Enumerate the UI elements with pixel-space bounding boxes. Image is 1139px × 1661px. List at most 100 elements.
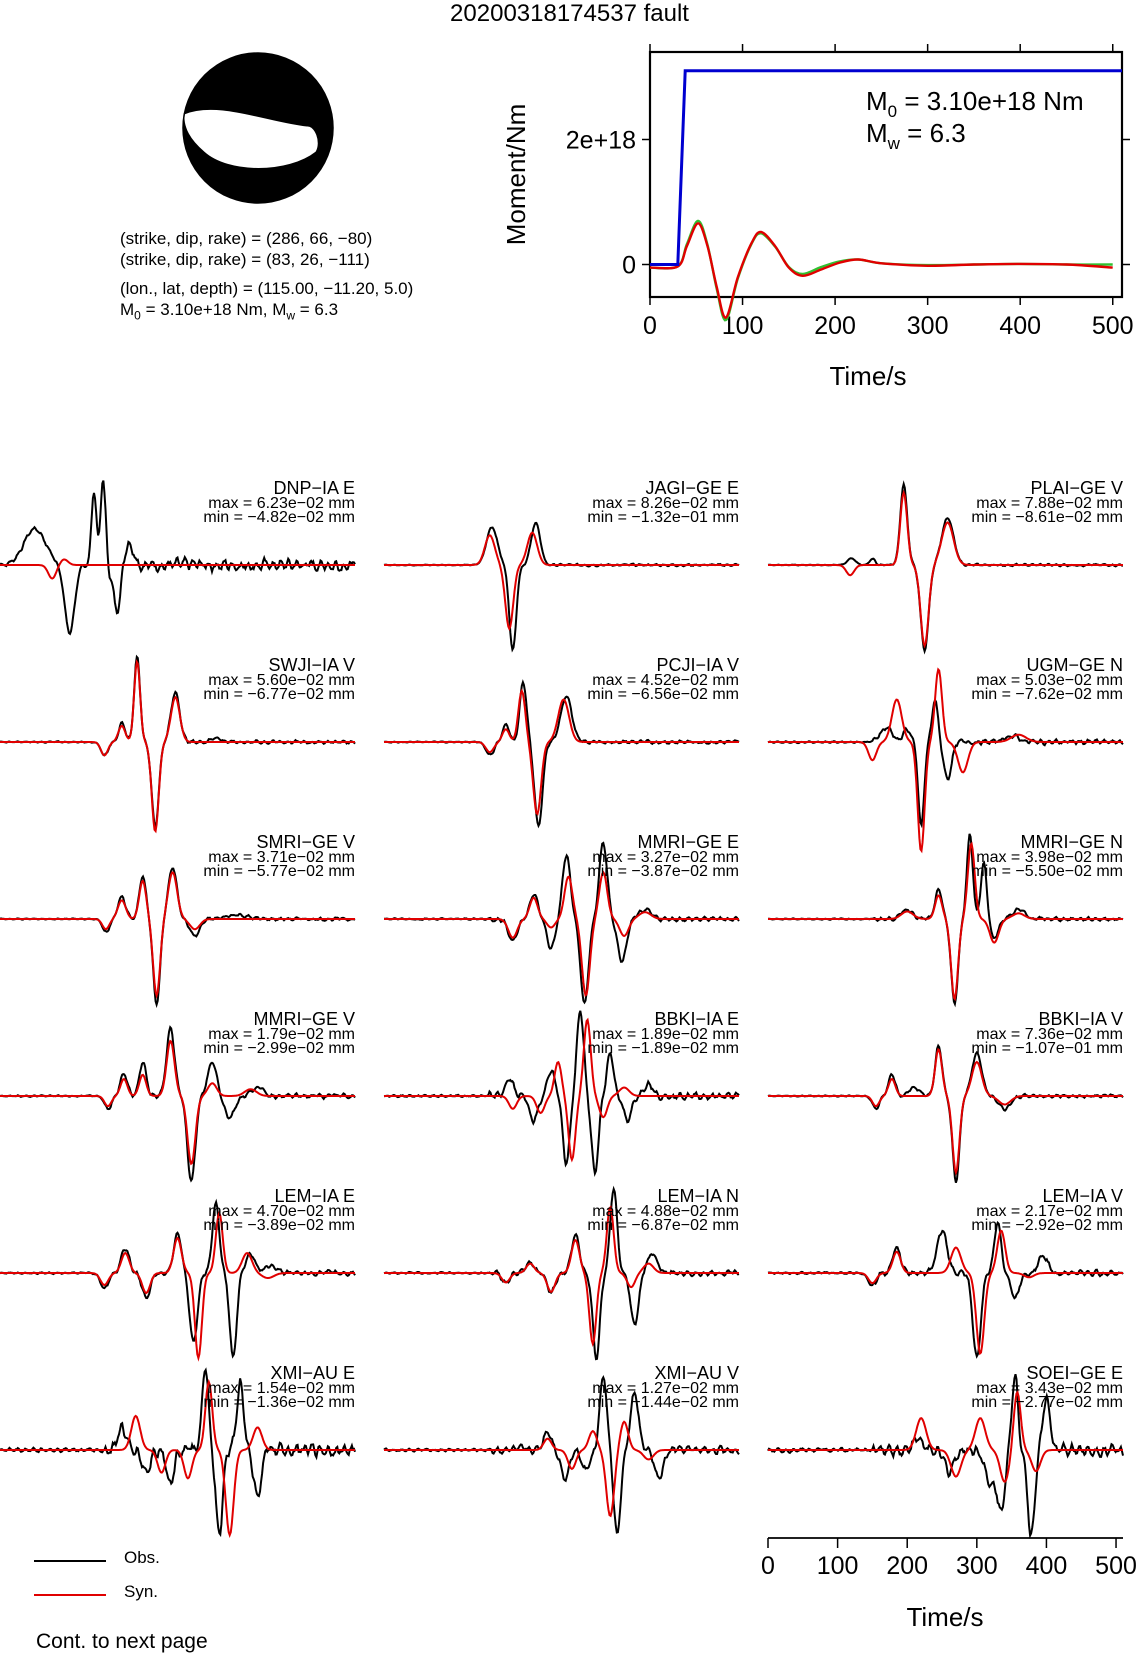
nodal-plane-2: (strike, dip, rake) = (83, 26, −111) [120,250,370,269]
synthetic-trace [0,1210,355,1362]
station-label: XMI−AU E [270,1363,355,1383]
legend-synthetic-swatch [34,1594,106,1596]
station-label: UGM−GE N [1026,655,1123,675]
station-label: SWJI−IA V [268,655,355,675]
synthetic-trace [0,659,355,834]
y-tick-label: 2e+18 [566,127,636,155]
min-amplitude: min = −1.89e−02 mm [587,1040,739,1057]
station-label: MMRI−GE E [637,832,739,852]
max-amplitude: max = 6.23e−02 mm [208,495,355,512]
min-amplitude: min = −2.99e−02 mm [203,1040,355,1057]
min-amplitude: min = −5.77e−02 mm [203,863,355,880]
min-amplitude: min = −1.36e−02 mm [203,1394,355,1411]
legend-observed-swatch [34,1560,106,1562]
min-amplitude: min = −1.07e−01 mm [971,1040,1123,1057]
x-tick-label: 400 [999,312,1041,340]
max-amplitude: max = 7.36e−02 mm [976,1026,1123,1043]
time-axis-tick-label: 300 [956,1552,998,1580]
time-axis-tick-label: 0 [761,1552,775,1580]
station-label: DNP−IA E [273,478,355,498]
min-amplitude: min = −2.77e−02 mm [971,1394,1123,1411]
max-amplitude: max = 2.17e−02 mm [976,1203,1123,1220]
max-amplitude: max = 5.03e−02 mm [976,672,1123,689]
max-amplitude: max = 8.26e−02 mm [592,495,739,512]
mechanism-parameters: (strike, dip, rake) = (286, 66, −80) (st… [120,228,413,326]
synthetic-trace [384,1420,739,1518]
annotation-mw-sub: w [887,134,901,153]
annotation-mw: Mw = 6.3 [866,118,966,153]
synthetic-trace [0,558,355,580]
synthetic-trace [384,531,739,632]
station-label: LEM−IA V [1042,1186,1123,1206]
figure-title: 20200318174537 fault [450,0,689,27]
y-tick-label: 0 [622,252,636,280]
x-tick-label: 500 [1092,312,1134,340]
annotation-m0: M0 = 3.10e+18 Nm [866,86,1084,121]
min-amplitude: min = −6.77e−02 mm [203,686,355,703]
min-amplitude: min = −4.82e−02 mm [203,509,355,526]
max-amplitude: max = 3.27e−02 mm [592,849,739,866]
max-amplitude: max = 3.98e−02 mm [976,849,1123,866]
station-label: PCJI−IA V [656,655,739,675]
annotation-m0-sub: 0 [888,102,897,121]
x-tick-label: 0 [643,312,657,340]
x-axis-label: Time/s [829,361,906,391]
synthetic-trace [768,841,1123,1002]
station-label: MMRI−GE N [1020,832,1123,852]
nodal-plane-1: (strike, dip, rake) = (286, 66, −80) [120,229,373,248]
station-label: SOEI−GE E [1026,1363,1123,1383]
annotation-mw-value: = 6.3 [900,118,966,148]
max-amplitude: max = 1.89e−02 mm [592,1026,739,1043]
station-label: MMRI−GE V [253,1009,355,1029]
synthetic-trace [0,1378,355,1538]
max-amplitude: max = 3.71e−02 mm [208,849,355,866]
max-amplitude: max = 1.54e−02 mm [208,1380,355,1397]
station-label: PLAI−GE V [1030,478,1123,498]
min-amplitude: min = −6.56e−02 mm [587,686,739,703]
time-axis-tick-label: 500 [1095,1552,1137,1580]
max-amplitude: max = 4.52e−02 mm [592,672,739,689]
max-amplitude: max = 1.27e−02 mm [592,1380,739,1397]
max-amplitude: max = 3.43e−02 mm [976,1380,1123,1397]
moment-plot-frame [648,50,1124,299]
synthetic-trace [0,1039,355,1166]
annotation-m0-value: = 3.10e+18 Nm [897,86,1083,116]
synthetic-trace [0,871,355,999]
annotation-mw-prefix: M [866,118,888,148]
time-axis-tick-label: 400 [1026,1552,1068,1580]
max-amplitude: max = 4.88e−02 mm [592,1203,739,1220]
max-amplitude: max = 7.88e−02 mm [976,495,1123,512]
x-tick-label: 200 [814,312,856,340]
moment-magnitude-line: M0 = 3.10e+18 Nm, Mw = 6.3 [120,300,339,323]
min-amplitude: min = −2.92e−02 mm [971,1217,1123,1234]
time-axis-label: Time/s [906,1602,983,1632]
station-label: XMI−AU V [654,1363,739,1383]
synthetic-trace [768,1047,1123,1176]
min-amplitude: min = −3.87e−02 mm [587,863,739,880]
observed-trace [0,480,356,636]
min-amplitude: min = −3.89e−02 mm [203,1217,355,1234]
max-amplitude: max = 5.60e−02 mm [208,672,355,689]
min-amplitude: min = −1.32e−01 mm [587,509,739,526]
synthetic-trace [384,688,739,816]
synthetic-trace [384,1205,739,1347]
synthetic-trace [768,1390,1123,1483]
time-axis-tick-label: 200 [886,1552,928,1580]
